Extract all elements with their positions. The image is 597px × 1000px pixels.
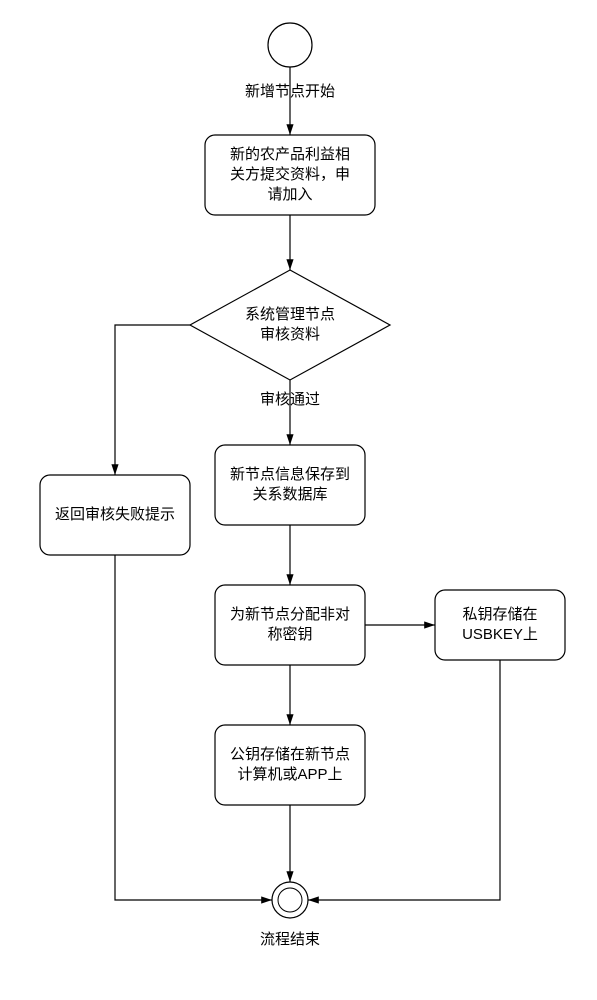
node-review: 系统管理节点审核资料	[190, 270, 390, 380]
node-start_label: 新增节点开始	[245, 83, 335, 100]
label-end_label: 流程结束	[260, 931, 320, 948]
node-savedb: 新节点信息保存到关系数据库	[215, 445, 365, 525]
node-end	[272, 882, 308, 918]
text-submit-0: 新的农产品利益相	[230, 146, 350, 163]
text-review-1: 审核资料	[260, 326, 320, 343]
text-savedb-0: 新节点信息保存到	[230, 466, 350, 483]
node-pass_label: 审核通过	[260, 391, 320, 408]
node-start	[268, 23, 312, 67]
text-privkey-1: USBKEY上	[462, 626, 538, 643]
node-pubkey: 公钥存储在新节点计算机或APP上	[215, 725, 365, 805]
node-end_label: 流程结束	[260, 931, 320, 948]
node-privkey: 私钥存储在 USBKEY上	[435, 590, 565, 660]
node-fail: 返回审核失败提示	[40, 475, 190, 555]
text-submit-2: 请加入	[267, 186, 312, 203]
text-pubkey-0: 公钥存储在新节点	[230, 746, 350, 763]
edge-review_fail-fail	[115, 325, 190, 475]
label-pass_label: 审核通过	[260, 391, 320, 408]
text-privkey-0: 私钥存储在	[462, 606, 537, 623]
text-assign-1: 称密钥	[267, 626, 312, 643]
text-pubkey-1: 计算机或APP上	[237, 765, 342, 783]
text-submit-1: 关方提交资料，申	[230, 165, 350, 183]
text-savedb-1: 关系数据库	[252, 486, 327, 503]
text-fail-0: 返回审核失败提示	[55, 506, 175, 523]
node-assign: 为新节点分配非对称密钥	[215, 585, 365, 665]
label-start_label: 新增节点开始	[245, 83, 335, 100]
text-review-0: 系统管理节点	[245, 306, 335, 323]
node-submit: 新的农产品利益相关方提交资料，申请加入	[205, 135, 375, 215]
flowchart-canvas: 新增节点开始新的农产品利益相关方提交资料，申请加入系统管理节点审核资料审核通过返…	[0, 0, 597, 1000]
text-assign-0: 为新节点分配非对	[230, 606, 350, 623]
